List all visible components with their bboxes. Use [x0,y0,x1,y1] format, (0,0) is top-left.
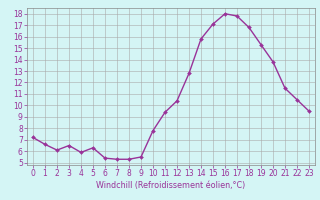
X-axis label: Windchill (Refroidissement éolien,°C): Windchill (Refroidissement éolien,°C) [96,181,246,190]
